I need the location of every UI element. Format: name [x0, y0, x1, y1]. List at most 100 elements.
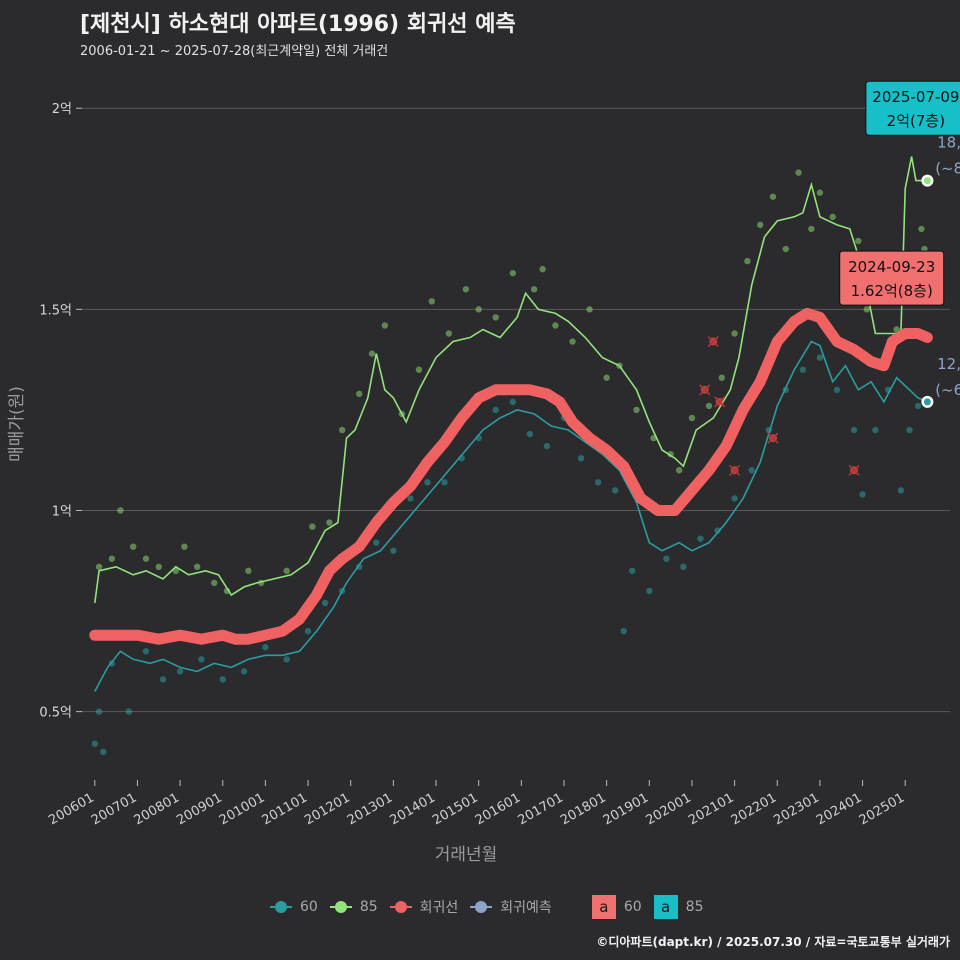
scatter-point-85 [795, 169, 802, 176]
scatter-point-85 [863, 306, 871, 313]
regression-mark [707, 335, 719, 348]
scatter-point-85 [744, 257, 751, 265]
scatter-point-60 [262, 644, 269, 651]
scatter-point-85 [415, 366, 423, 373]
scatter-point-85 [855, 237, 862, 245]
legend-item-60[interactable]: 60 [270, 899, 318, 915]
scatter-point-60 [373, 539, 380, 546]
line-dot-icon [389, 900, 412, 914]
scatter-point-85 [530, 286, 538, 293]
scatter-point-60 [100, 748, 107, 756]
y-tick-label: 1.5억 [39, 303, 72, 318]
scatter-point-85 [193, 563, 201, 571]
scatter-point-60 [492, 406, 499, 414]
scatter-point-85 [155, 563, 162, 571]
legend-box-label-85: 85 [685, 899, 704, 915]
scatter-point-60 [95, 708, 103, 715]
callout-box [865, 80, 960, 136]
scatter-point-60 [142, 648, 150, 655]
y-axis-title: 매매가(원) [7, 386, 27, 462]
legend-item-85[interactable]: 85 [329, 899, 378, 915]
scatter-point-60 [646, 587, 653, 595]
scatter-point-85 [688, 414, 696, 422]
scatter-point-60 [850, 426, 858, 434]
scatter-point-60 [240, 668, 248, 675]
scatter-point-85 [142, 555, 150, 562]
scatter-point-60 [390, 547, 397, 554]
legend-item-forecast[interactable]: 회귀예측 [470, 897, 552, 917]
scatter-point-60 [714, 527, 721, 534]
regression-mark [714, 396, 726, 408]
scatter-point-85 [893, 326, 900, 333]
scatter-point-60 [872, 426, 879, 434]
legend-box-glyph-60: a [591, 895, 616, 919]
x-tick-label: 201801 [558, 790, 608, 828]
legend-label-60: 60 [300, 899, 318, 915]
scatter-point-85 [829, 213, 836, 221]
legend-box-glyph-85: a [653, 895, 678, 919]
legend-label-85: 85 [359, 899, 378, 915]
x-tick-label: 201901 [601, 790, 651, 828]
scatter-point-60 [731, 495, 738, 502]
scatter-point-85 [586, 306, 593, 313]
legend-box-60[interactable]: a 60 [591, 895, 642, 919]
series-line-60 [94, 340, 928, 692]
scatter-point-85 [731, 330, 738, 337]
y-tick-label: 2억 [52, 102, 72, 117]
scatter-point-85 [492, 314, 499, 321]
scatter-point-85 [633, 406, 640, 414]
x-tick-label: 201101 [260, 790, 310, 828]
scatter-point-85 [326, 519, 333, 526]
scatter-point-60 [748, 467, 755, 474]
chart-subtitle: 2006-01-21 ~ 2025-07-28(최근계약일) 전체 거래건 [80, 44, 389, 59]
line-dot-icon [270, 900, 292, 914]
y-tick-label: 1억 [52, 504, 72, 519]
end-label-area-85: (~85㎡) [935, 160, 960, 178]
regression-mark [848, 464, 860, 476]
regression-mark-cross [767, 432, 779, 444]
x-tick-label: 202301 [771, 790, 821, 828]
scatter-point-60 [663, 555, 670, 562]
scatter-point-85 [816, 189, 824, 196]
scatter-point-60 [543, 442, 551, 450]
scatter-point-60 [697, 535, 704, 542]
x-tick-label: 200701 [89, 790, 139, 828]
callout-price: 1.62억(8층) [851, 282, 933, 300]
y-tick-label: 0.5억 [39, 706, 72, 721]
scatter-point-60 [816, 354, 824, 361]
regression-line [89, 307, 933, 645]
line-dot-icon [329, 900, 352, 914]
x-tick-label: 202401 [814, 790, 864, 828]
scatter-point-85 [117, 507, 124, 514]
scatter-point-85 [569, 338, 576, 345]
end-label-value-60: 12,700 [937, 355, 960, 373]
regression-mark [767, 432, 779, 444]
x-tick-label: 202201 [729, 790, 779, 828]
regression-mark-cross [848, 464, 860, 476]
scatter-point-85 [718, 374, 726, 381]
scatter-point-85 [95, 563, 103, 571]
scatter-point-85 [245, 567, 252, 575]
x-tick-label: 201501 [430, 790, 480, 828]
scatter-point-85 [368, 350, 376, 357]
scatter-point-85 [705, 402, 713, 410]
x-tick-label: 202501 [857, 790, 907, 828]
scatter-point-60 [219, 676, 226, 683]
legend-box-85[interactable]: a 85 [653, 895, 704, 919]
end-label-area-60: (~60㎡) [935, 381, 960, 399]
scatter-point-85 [462, 286, 470, 293]
scatter-point-85 [808, 225, 815, 233]
scatter-point-85 [675, 467, 683, 474]
scatter-point-60 [441, 479, 448, 486]
scatter-point-60 [509, 398, 517, 406]
scatter-point-60 [859, 491, 866, 498]
callout-box [839, 250, 945, 306]
legend-label-forecast: 회귀예측 [500, 900, 552, 916]
scatter-point-60 [577, 454, 585, 462]
x-tick-label: 201601 [473, 790, 523, 828]
scatter-point-85 [603, 374, 610, 381]
legend-item-regression[interactable]: 회귀선 [389, 897, 458, 917]
x-tick-label: 201701 [515, 790, 565, 828]
x-tick-label: 201301 [345, 790, 395, 828]
